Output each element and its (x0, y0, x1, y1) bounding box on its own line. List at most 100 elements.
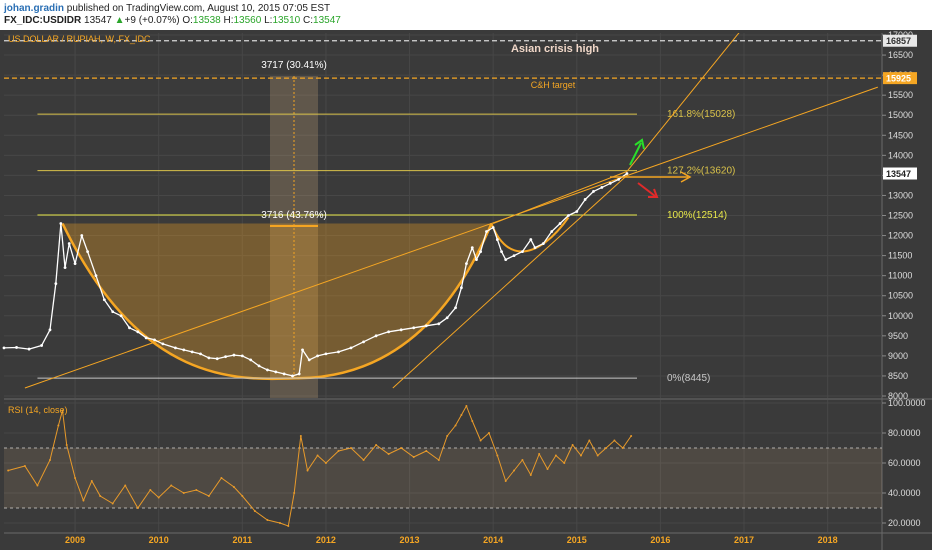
trendlines (24, 33, 878, 389)
price-point (533, 246, 537, 249)
rsi-point (375, 444, 378, 446)
rsi-band (4, 448, 882, 508)
time-tick-label: 2011 (233, 535, 253, 545)
price-point (174, 346, 177, 350)
rsi-point (546, 468, 549, 470)
measure-label-mid: 3716 (43.76%) (261, 210, 327, 221)
time-tick-label: 2009 (65, 535, 85, 545)
rsi-point (23, 465, 26, 467)
price-point (40, 344, 44, 347)
price-tick-label: 13000 (888, 190, 913, 200)
price-point (153, 338, 156, 342)
price-point (459, 286, 463, 290)
rsi-tick-label: 80.0000 (888, 428, 921, 438)
price-point (592, 190, 595, 193)
trendline-upper (492, 170, 628, 224)
price-tick-label: 11500 (888, 251, 912, 261)
rsi-point (529, 474, 532, 476)
trendline-steep (626, 33, 740, 172)
rsi-point (149, 489, 152, 491)
price-badges: 16857 15925 13547 (883, 34, 917, 180)
price-point (54, 282, 58, 286)
price-point (567, 214, 570, 217)
time-tick-label: 2013 (400, 535, 420, 545)
fib-levels: 161.8%(15028) 127.2%(13620) 100%(12514) 0%(… (4, 40, 882, 384)
green-up-arrow-icon (629, 142, 642, 166)
rsi-point (157, 496, 160, 499)
rsi-title: RSI (14, close) (8, 405, 68, 415)
price-point (182, 348, 186, 352)
measure-label-top: 3717 (30.41%) (261, 60, 327, 71)
chart-canvas[interactable]: 161.8%(15028) 127.2%(13620) 100%(12514) 0%(… (0, 30, 932, 550)
price-point (491, 226, 495, 229)
time-tick-label: 2016 (650, 535, 670, 545)
price-point (445, 316, 449, 320)
price-point (48, 328, 52, 332)
rsi-point (504, 480, 507, 482)
rsi-point (287, 525, 290, 527)
rsi-tick-label: 100.0000 (888, 398, 926, 408)
price-point (349, 346, 353, 350)
price-point (608, 182, 612, 185)
price-point (307, 358, 311, 362)
time-tick-label: 2017 (734, 535, 754, 545)
rsi-point (596, 454, 599, 457)
fib-level-label: 161.8%(15028) (667, 109, 735, 120)
price-point (412, 326, 416, 330)
rsi-point (207, 495, 210, 497)
price-point (161, 342, 165, 346)
rsi-point (588, 439, 591, 442)
rsi-point (57, 424, 60, 427)
price-tick-label: 14000 (888, 150, 913, 160)
price-badge-label: 16857 (886, 36, 911, 46)
price-point (485, 230, 488, 233)
rsi-point (337, 450, 340, 452)
price-tick-label: 9000 (888, 351, 908, 361)
price-point (558, 222, 562, 225)
price-tick-label: 16500 (888, 50, 913, 60)
rsi-point (90, 480, 93, 482)
symbol-name[interactable]: FX_IDC:USDIDR (4, 15, 82, 26)
price-point (437, 322, 441, 326)
rsi-point (496, 454, 499, 457)
rsi-point (554, 454, 557, 457)
rsi-point (170, 484, 173, 487)
rsi-point (513, 469, 516, 472)
price-tick-label: 8500 (888, 371, 908, 381)
price-point (257, 364, 261, 368)
author-link[interactable]: johan.gradin (4, 3, 64, 14)
price-point (215, 357, 219, 361)
price-point (199, 352, 202, 356)
price-tick-label: 8000 (888, 391, 908, 401)
rsi-axis: 100.0000 80.0000 60.0000 40.0000 20.0000 (882, 398, 926, 528)
rsi-point (7, 469, 10, 472)
price-change: +9 (+0.07%) (124, 15, 180, 26)
price-point (316, 354, 319, 358)
price-point (119, 314, 123, 318)
price-badge-box (883, 34, 917, 47)
price-point (111, 310, 115, 314)
fib-level-label: 127.2%(13620) (667, 166, 735, 177)
rsi-points (7, 405, 633, 527)
price-point (59, 222, 63, 225)
price-point (63, 266, 67, 270)
rsi-point (579, 454, 582, 457)
price-point (266, 368, 269, 372)
price-point (512, 254, 516, 258)
price-tick-label: 14500 (888, 130, 913, 140)
rsi-point (220, 477, 223, 479)
rsi-point (613, 439, 616, 442)
price-point (600, 186, 604, 189)
time-axis: 2009 2010 2011 2012 2013 2014 2015 2016 2017 2018 (65, 535, 838, 545)
rsi-point (387, 453, 390, 455)
ch-target-label: C&H target (531, 80, 576, 90)
price-tick-label: 15000 (888, 110, 913, 120)
price-point (617, 178, 620, 181)
chart-header: johan.gradin published on TradingView.co… (0, 0, 932, 30)
symbol-line: FX_IDC:USDIDR 13547 ▲+9 (+0.07%) O:13538… (4, 15, 341, 27)
low-label: L: (264, 15, 273, 26)
arrow-right-head-icon (680, 171, 692, 183)
rsi-point (316, 454, 319, 457)
price-point (80, 234, 84, 237)
time-tick-label: 2018 (818, 535, 838, 545)
